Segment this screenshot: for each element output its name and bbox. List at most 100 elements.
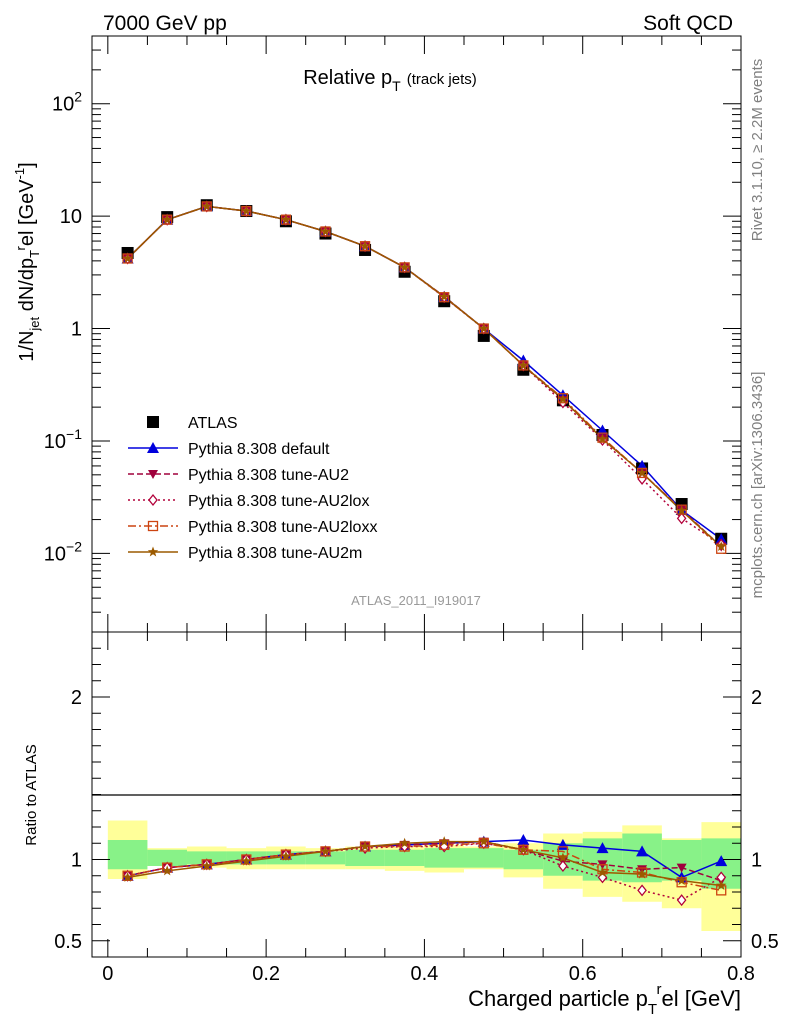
- ratio-series-lines: [127, 839, 722, 901]
- uncertainty-band-inner: [503, 849, 544, 870]
- uncertainty-band-inner: [305, 851, 346, 865]
- ratio-point-2: [676, 894, 687, 907]
- main-panel: 102 10 1 10−1 10−2 Relative pT (track jets) A…: [12, 35, 742, 633]
- ratio-point-4: [280, 850, 292, 861]
- uncertainty-band-inner: [384, 849, 425, 866]
- legend-marker: [148, 493, 158, 507]
- legend-label: Pythia 8.308 default: [188, 441, 330, 458]
- ratio-series-markers: [121, 834, 728, 907]
- ratio-point-2: [637, 884, 647, 897]
- ratio-y-tick-label: 2: [71, 687, 82, 709]
- ratio-y-axis: 2 2 1 1 0.5 0.5: [54, 631, 779, 958]
- series-point-4: [478, 323, 490, 333]
- x-axis-label: Charged particle pTrel [GeV]: [468, 981, 741, 1018]
- series-point-4: [359, 240, 371, 251]
- plot-title-main: Relative p: [303, 67, 392, 89]
- plot-title: Relative pT (track jets): [303, 67, 477, 94]
- ratio-point-4: [320, 845, 331, 856]
- ratio-point-4: [597, 867, 608, 877]
- legend-marker: [147, 520, 159, 532]
- series-point-4: [241, 205, 252, 216]
- legend-label: Pythia 8.308 tune-AU2lox: [188, 493, 369, 510]
- series-point-4: [518, 359, 529, 370]
- main-series-lines: [127, 205, 722, 550]
- ratio-y-tick-label: 0.5: [751, 931, 779, 953]
- ratio-point-0: [596, 842, 609, 854]
- ratio-point-4: [557, 852, 569, 863]
- ratio-point-4: [161, 865, 173, 876]
- ratio-point-4: [399, 837, 410, 848]
- series-line-4: [127, 205, 722, 548]
- main-series-markers: [121, 199, 728, 554]
- ratio-y-tick-label: 1: [71, 850, 82, 872]
- x-axis-label-sub: T: [648, 1001, 657, 1018]
- x-tick-label: 0.6: [569, 963, 597, 985]
- legend-label: Pythia 8.308 tune-AU2m: [188, 545, 362, 562]
- main-y-axis: 102 10 1 10−1 10−2: [44, 35, 741, 633]
- series-point-4: [557, 393, 569, 404]
- ratio-y-tick-label: 0.5: [54, 931, 82, 953]
- series-point-4: [438, 291, 450, 302]
- series-point-4: [320, 225, 331, 236]
- x-tick-label: 0.2: [252, 963, 280, 985]
- legend-marker: [147, 442, 159, 453]
- x-axis-label-b: el [GeV]: [662, 986, 741, 1011]
- main-x-ticks: [107, 36, 742, 632]
- plot-title-sub: T: [392, 78, 401, 94]
- series-point-4: [280, 214, 292, 225]
- series-point-3: [557, 393, 569, 404]
- y-tick-label: 10−2: [44, 538, 82, 565]
- series-point-4: [597, 433, 608, 444]
- ratio-point-4: [715, 880, 727, 890]
- ratio-point-4: [241, 855, 252, 866]
- series-point-4: [676, 505, 687, 516]
- legend-label: ATLAS: [188, 415, 238, 432]
- rivet-version-label: Rivet 3.1.10, ≥ 2.2M events: [749, 59, 766, 242]
- series-point-4: [161, 214, 173, 225]
- series-point-4: [399, 261, 410, 272]
- series-line-0: [127, 205, 722, 540]
- legend-marker: [148, 470, 158, 479]
- x-tick-label: 0.4: [411, 963, 439, 985]
- ratio-panel: 2 21 10.5 0.5 0 0.2 0.4 0.6 0.8 Ratio to ATLAS …: [23, 631, 779, 1018]
- series-point-2: [676, 512, 687, 525]
- uncertainty-band-inner: [345, 849, 385, 866]
- legend-marker: [147, 546, 159, 557]
- ratio-point-4: [122, 871, 133, 882]
- main-frame: [91, 35, 742, 633]
- header-category: Soft QCD: [643, 12, 733, 35]
- ratio-point-4: [201, 860, 212, 871]
- ratio-point-4: [478, 836, 490, 847]
- y-tick-label: 102: [52, 89, 82, 116]
- ratio-point-1: [676, 863, 687, 873]
- ratio-point-0: [517, 834, 530, 845]
- header-collision: 7000 GeV pp: [103, 12, 227, 35]
- legend-label: Pythia 8.308 tune-AU2loxx: [188, 519, 377, 536]
- series-point-4: [122, 252, 133, 263]
- legend: ATLAS Pythia 8.308 default Pythia 8.308 tu…: [128, 415, 377, 562]
- y-tick-label: 10−1: [44, 426, 82, 453]
- ratio-y-tick-label: 1: [751, 850, 762, 872]
- uncertainty-band-inner: [424, 848, 464, 868]
- x-axis-label-a: Charged particle p: [468, 986, 648, 1011]
- plot-title-note: (track jets): [407, 71, 477, 88]
- ratio-point-4: [518, 844, 529, 855]
- series-point-4: [201, 200, 212, 211]
- ratio-point-4: [359, 841, 371, 851]
- legend-label: Pythia 8.308 tune-AU2: [188, 467, 349, 484]
- uncertainty-band-inner: [107, 840, 148, 870]
- uncertainty-band-inner: [147, 849, 187, 866]
- ratio-x-ticks: 0 0.2 0.4 0.6 0.8: [102, 632, 755, 985]
- uncertainty-band-inner: [186, 851, 227, 865]
- ratio-point-0: [715, 855, 728, 867]
- ratio-line-4: [127, 840, 722, 887]
- ratio-y-label: Ratio to ATLAS: [23, 744, 40, 845]
- ratio-point-4: [636, 868, 648, 879]
- uncertainty-band-inner: [463, 848, 504, 868]
- series-point-3: [676, 504, 687, 515]
- series-point-4: [636, 467, 648, 478]
- ratio-point-0: [636, 845, 649, 857]
- ratio-point-2: [558, 859, 568, 873]
- ratio-line-3: [127, 842, 722, 892]
